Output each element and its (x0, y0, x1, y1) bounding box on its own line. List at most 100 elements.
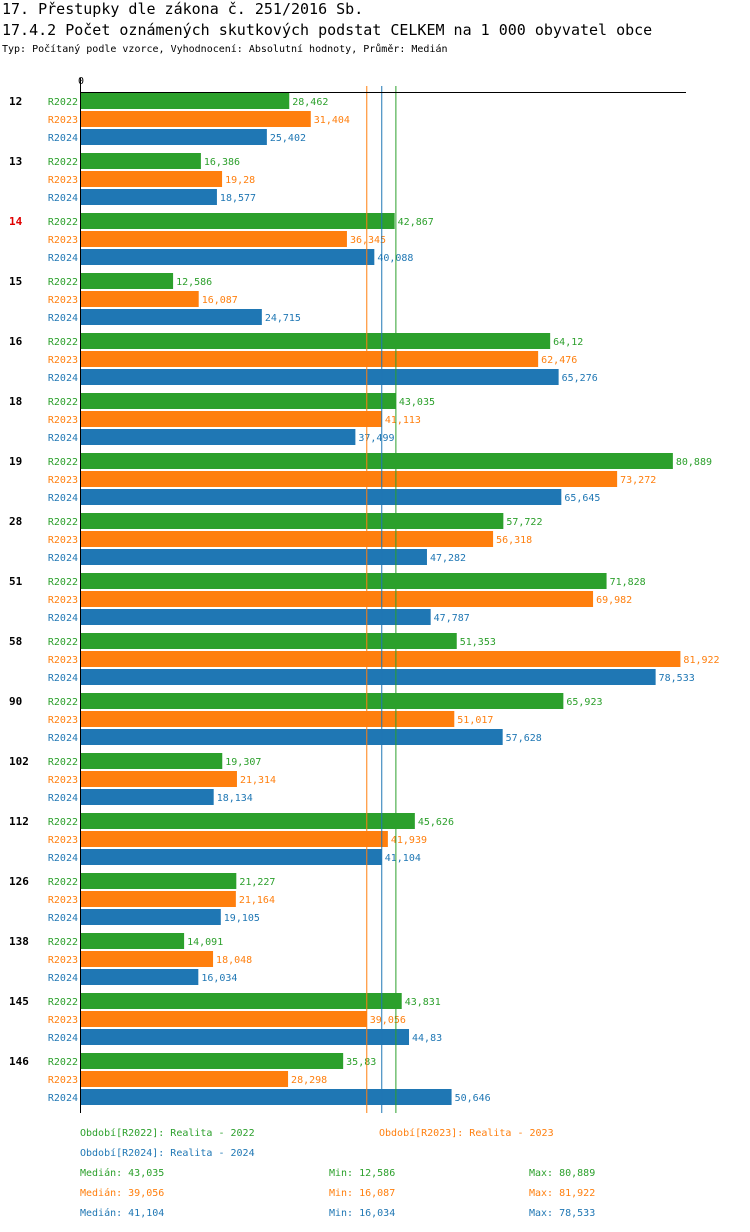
value-label-r2022-18: 43,035 (399, 397, 435, 408)
series-label-r2023-138: R2023 (48, 955, 78, 966)
value-label-r2024-13: 18,577 (220, 193, 256, 204)
bar-r2023-28 (81, 531, 494, 547)
series-label-r2024-90: R2024 (48, 733, 78, 744)
bar-r2023-19 (81, 471, 618, 487)
value-label-r2023-12: 31,404 (314, 115, 350, 126)
bar-r2023-12 (81, 111, 311, 127)
series-label-r2023-112: R2023 (48, 835, 78, 846)
bar-r2024-138 (81, 969, 199, 985)
bar-r2024-13 (81, 189, 217, 205)
category-label-18: 18 (9, 395, 22, 408)
bar-r2024-14 (81, 249, 375, 265)
series-label-r2022-15: R2022 (48, 277, 78, 288)
value-label-r2023-138: 18,048 (216, 955, 252, 966)
bar-r2024-145 (81, 1029, 410, 1045)
series-label-r2023-145: R2023 (48, 1015, 78, 1026)
bar-r2022-28 (81, 513, 504, 529)
bar-r2024-112 (81, 849, 382, 865)
category-label-58: 58 (9, 635, 22, 648)
series-label-r2024-138: R2024 (48, 973, 78, 984)
category-label-145: 145 (9, 995, 29, 1008)
value-label-r2022-19: 80,889 (676, 457, 712, 468)
value-label-r2023-146: 28,298 (291, 1075, 327, 1086)
value-label-r2024-12: 25,402 (270, 133, 306, 144)
bar-r2023-112 (81, 831, 388, 847)
series-label-r2024-28: R2024 (48, 553, 78, 564)
series-label-r2024-18: R2024 (48, 433, 78, 444)
category-label-138: 138 (9, 935, 29, 948)
value-label-r2024-18: 37,499 (358, 433, 394, 444)
value-label-r2024-102: 18,134 (217, 793, 253, 804)
value-label-r2024-126: 19,105 (224, 913, 260, 924)
bar-r2023-145 (81, 1011, 367, 1027)
value-label-r2023-16: 62,476 (541, 355, 577, 366)
bar-r2024-58 (81, 669, 656, 685)
value-label-r2022-28: 57,722 (506, 517, 542, 528)
value-label-r2024-16: 65,276 (562, 373, 598, 384)
bar-r2022-14 (81, 213, 395, 229)
bar-r2022-146 (81, 1053, 344, 1069)
series-label-r2022-14: R2022 (48, 217, 78, 228)
value-label-r2023-51: 69,982 (596, 595, 632, 606)
bar-r2023-51 (81, 591, 594, 607)
value-label-r2022-138: 14,091 (187, 937, 223, 948)
bar-r2023-138 (81, 951, 214, 967)
value-label-r2022-14: 42,867 (398, 217, 434, 228)
category-label-90: 90 (9, 695, 22, 708)
value-label-r2023-18: 41,113 (385, 415, 421, 426)
series-label-r2024-12: R2024 (48, 133, 78, 144)
bar-r2023-58 (81, 651, 681, 667)
bar-r2024-126 (81, 909, 221, 925)
bar-r2022-126 (81, 873, 237, 889)
series-label-r2022-145: R2022 (48, 997, 78, 1008)
bar-r2022-138 (81, 933, 185, 949)
series-label-r2024-102: R2024 (48, 793, 78, 804)
value-label-r2024-28: 47,282 (430, 553, 466, 564)
category-label-146: 146 (9, 1055, 29, 1068)
series-label-r2023-28: R2023 (48, 535, 78, 546)
bar-r2022-90 (81, 693, 564, 709)
series-label-r2024-15: R2024 (48, 313, 78, 324)
value-label-r2022-126: 21,227 (239, 877, 275, 888)
category-label-51: 51 (9, 575, 23, 588)
value-label-r2022-145: 43,831 (405, 997, 441, 1008)
value-label-r2024-90: 57,628 (506, 733, 542, 744)
category-label-15: 15 (9, 275, 22, 288)
bar-r2022-51 (81, 573, 607, 589)
series-label-r2023-14: R2023 (48, 235, 78, 246)
bar-r2022-112 (81, 813, 415, 829)
series-label-r2022-12: R2022 (48, 97, 78, 108)
bar-r2022-13 (81, 153, 201, 169)
series-label-r2022-16: R2022 (48, 337, 78, 348)
bar-r2022-15 (81, 273, 174, 289)
bar-r2024-51 (81, 609, 431, 625)
bar-r2024-90 (81, 729, 503, 745)
stat-median-r2023: Medián: 39,056 (80, 1188, 165, 1199)
category-label-13: 13 (9, 155, 22, 168)
value-label-r2023-14: 36,345 (350, 235, 386, 246)
category-label-102: 102 (9, 755, 29, 768)
series-label-r2023-126: R2023 (48, 895, 78, 906)
series-label-r2022-13: R2022 (48, 157, 78, 168)
value-label-r2023-58: 81,922 (683, 655, 719, 666)
bar-r2023-102 (81, 771, 237, 787)
bar-r2023-18 (81, 411, 382, 427)
bar-r2024-12 (81, 129, 267, 145)
bar-r2022-18 (81, 393, 396, 409)
series-label-r2023-19: R2023 (48, 475, 78, 486)
stat-max-r2024: Max: 78,533 (529, 1208, 596, 1219)
bar-r2023-15 (81, 291, 199, 307)
value-label-r2024-19: 65,645 (564, 493, 600, 504)
bar-r2023-16 (81, 351, 539, 367)
series-label-r2023-15: R2023 (48, 295, 78, 306)
value-label-r2023-19: 73,272 (620, 475, 656, 486)
value-label-r2022-12: 28,462 (292, 97, 328, 108)
value-label-r2024-51: 47,787 (434, 613, 470, 624)
series-label-r2024-13: R2024 (48, 193, 78, 204)
series-label-r2023-12: R2023 (48, 115, 78, 126)
chart-subtitle: 17.4.2 Počet oznámených skutkových podst… (2, 21, 653, 39)
stat-max-r2023: Max: 81,922 (529, 1188, 596, 1199)
bar-r2024-15 (81, 309, 262, 325)
value-label-r2022-102: 19,307 (225, 757, 261, 768)
value-label-r2024-15: 24,715 (265, 313, 301, 324)
